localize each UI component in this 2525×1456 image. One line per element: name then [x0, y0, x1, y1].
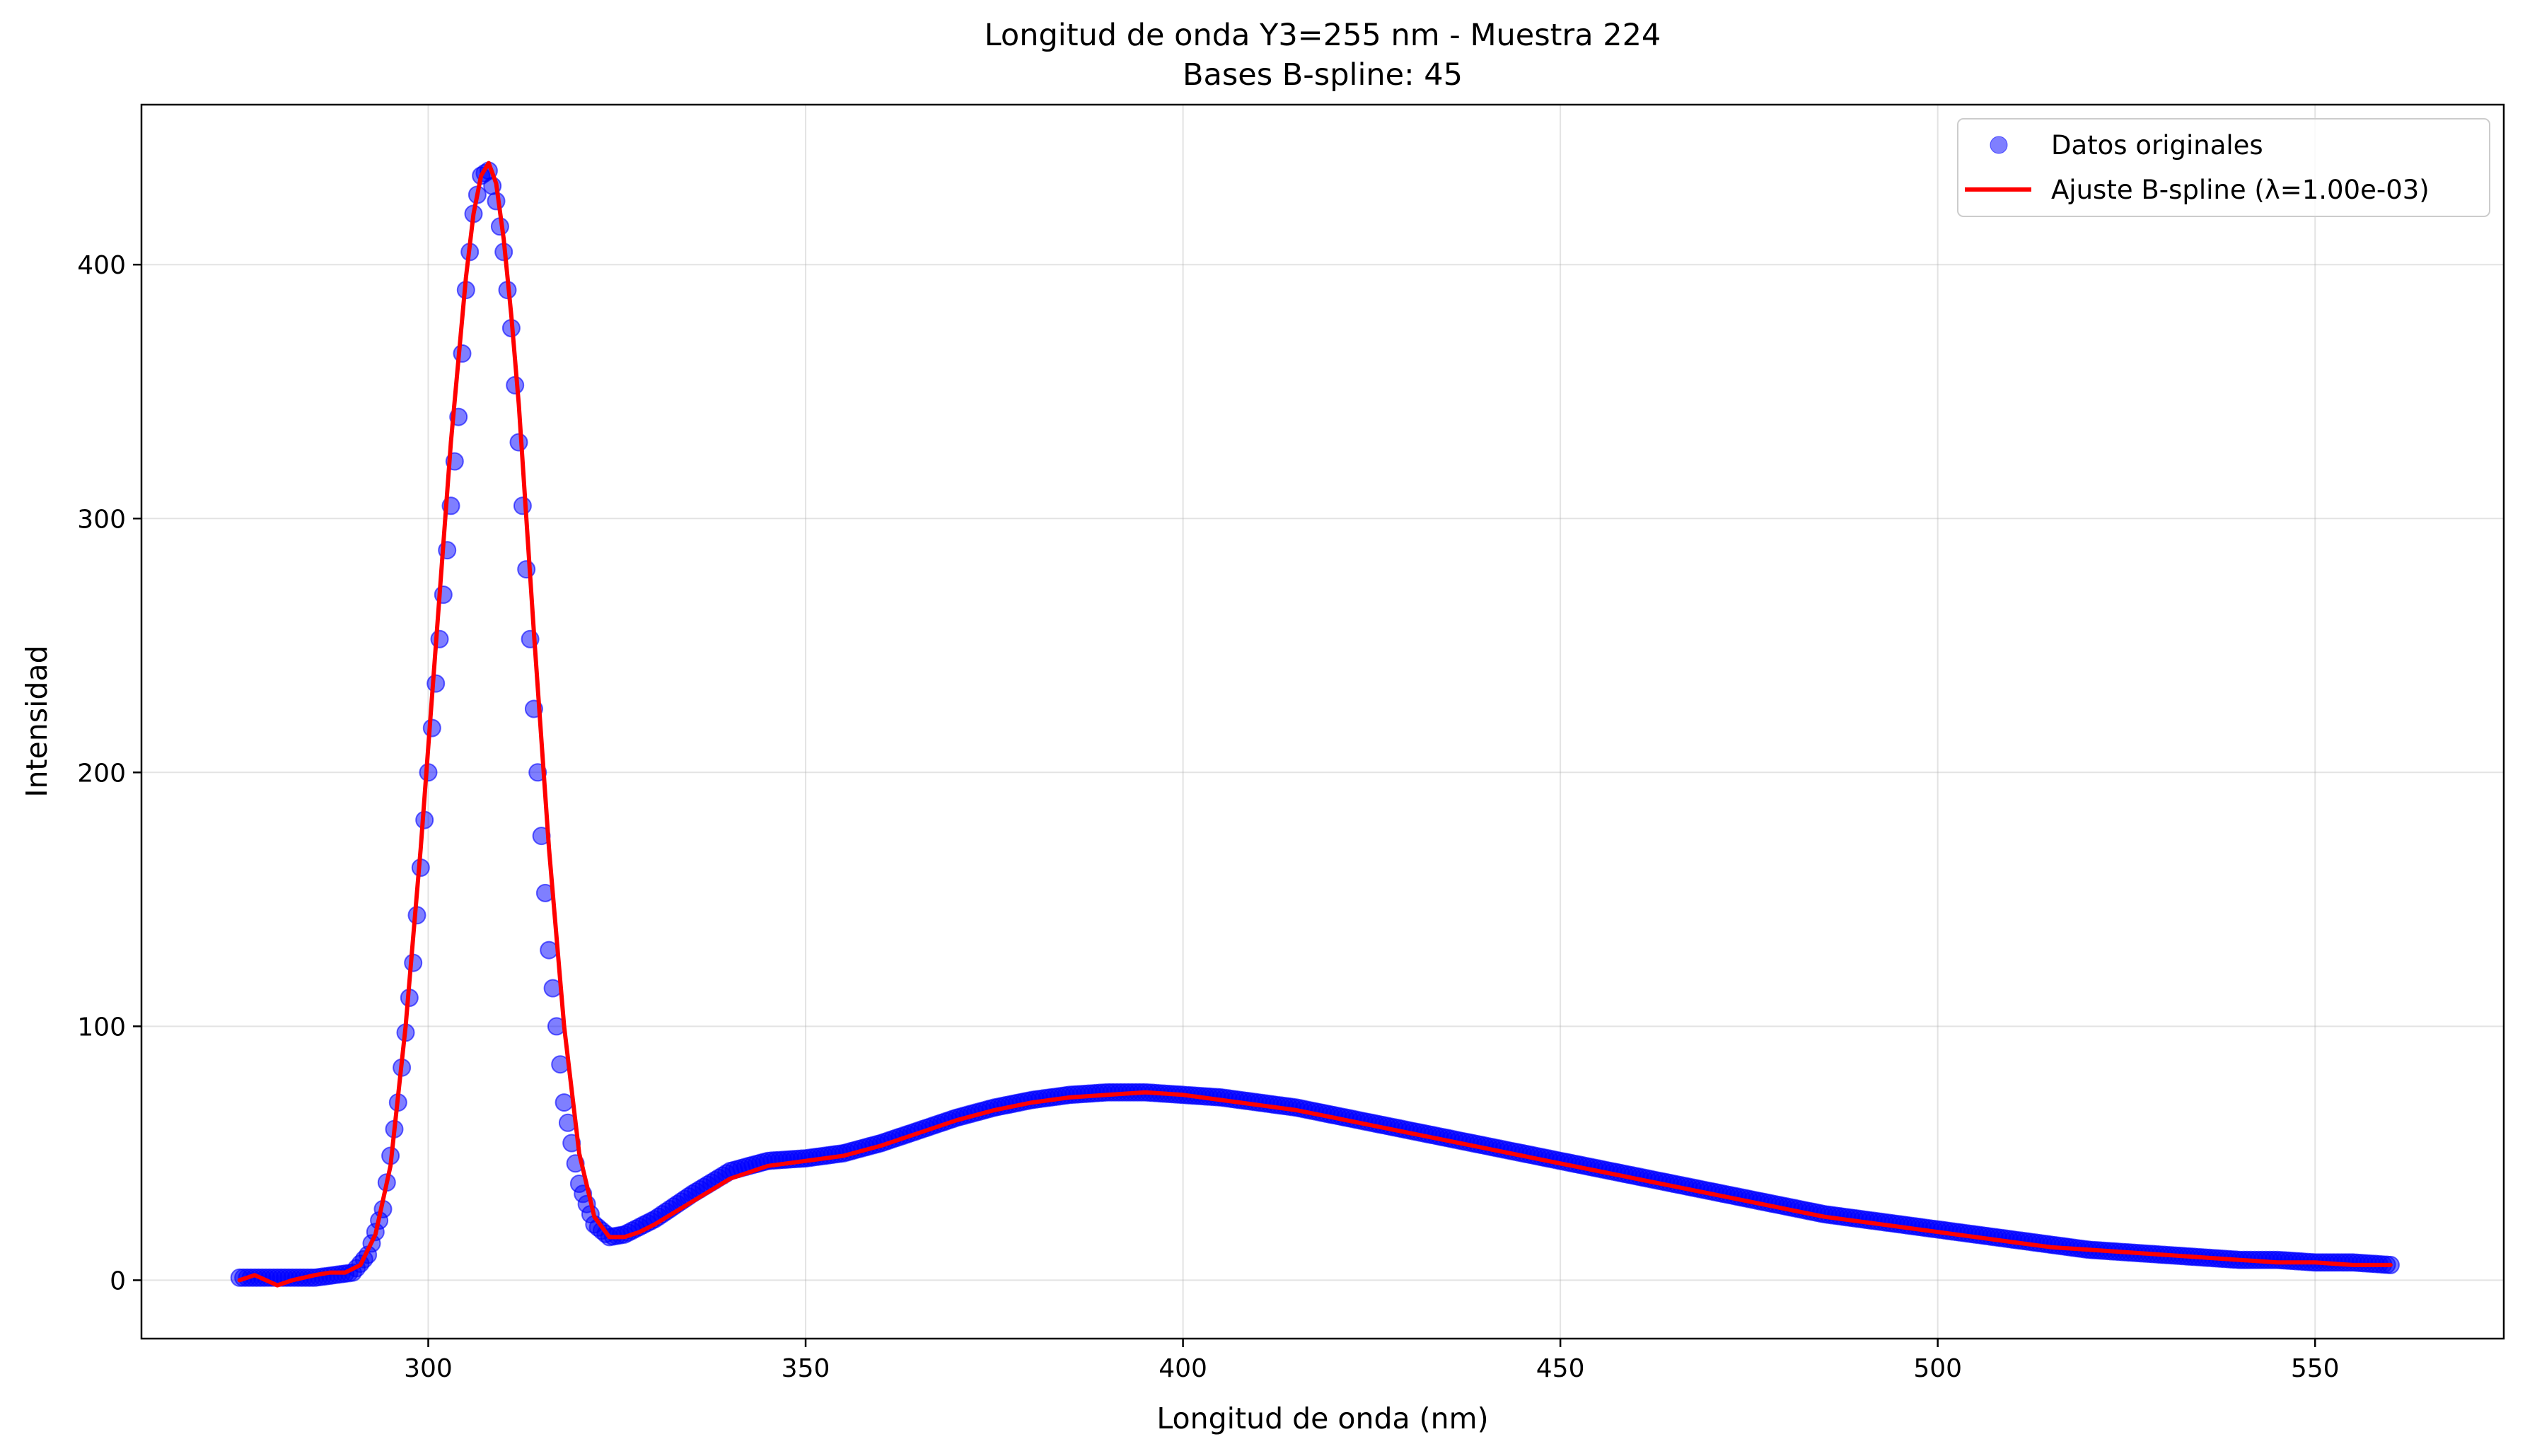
line-series-ajuste-bspline	[237, 161, 2393, 1288]
x-axis-label: Longitud de onda (nm)	[1156, 1402, 1488, 1435]
y-tick-label: 200	[77, 759, 126, 788]
legend-box	[1957, 118, 2490, 217]
y-tick-label: 0	[110, 1266, 126, 1295]
x-tick-label: 500	[1913, 1354, 1962, 1383]
x-axis-ticks: 300 350 400 450 500 550	[404, 1339, 2340, 1383]
y-tick-label: 300	[77, 505, 126, 534]
legend-label-datos-originales: Datos originales	[2051, 130, 2263, 161]
legend-label-ajuste-bspline: Ajuste B-spline (λ=1.00e-03)	[2051, 175, 2430, 205]
legend-scatter-marker	[1990, 136, 2008, 154]
scatter-point	[430, 629, 449, 648]
x-tick-label: 450	[1536, 1354, 1585, 1383]
legend: Datos originales Ajuste B-spline (λ=1.00…	[1957, 118, 2490, 217]
y-tick-label: 400	[77, 251, 126, 280]
x-tick-label: 550	[2291, 1354, 2340, 1383]
x-tick-label: 350	[782, 1354, 830, 1383]
scatter-point	[453, 344, 472, 363]
scatter-point	[426, 674, 446, 693]
x-tick-label: 400	[1159, 1354, 1207, 1383]
fit-line	[237, 161, 2393, 1288]
y-axis-ticks: 0 100 200 300 400	[77, 251, 141, 1295]
y-axis-label: Intensidad	[20, 645, 54, 797]
scatter-point	[513, 496, 532, 516]
chart-title: Longitud de onda Y3=255 nm - Muestra 224	[985, 18, 1661, 53]
x-tick-label: 300	[404, 1354, 453, 1383]
y-tick-label: 100	[77, 1013, 126, 1042]
scatter-point	[555, 1093, 574, 1112]
plot-frame	[140, 103, 2505, 1340]
scatter-point	[517, 560, 536, 579]
scatter-point	[540, 940, 559, 960]
grid	[141, 105, 2504, 1339]
chart-subtitle: Bases B-spline: 45	[1183, 57, 1463, 93]
scatter-series-datos-originales	[230, 161, 2400, 1287]
